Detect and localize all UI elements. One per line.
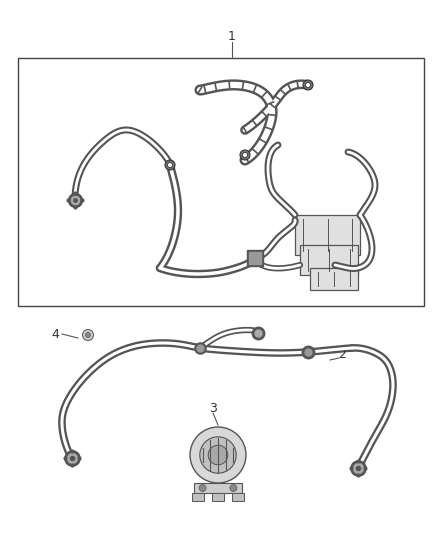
Bar xyxy=(232,493,244,501)
Circle shape xyxy=(190,427,246,483)
Bar xyxy=(192,493,205,501)
Circle shape xyxy=(199,484,206,491)
Bar xyxy=(300,245,358,275)
Text: 4: 4 xyxy=(51,327,59,341)
Bar xyxy=(18,58,424,306)
Bar xyxy=(194,483,242,493)
Circle shape xyxy=(200,437,236,473)
Circle shape xyxy=(243,152,247,157)
Circle shape xyxy=(230,484,237,491)
Bar xyxy=(295,215,360,255)
Text: 3: 3 xyxy=(209,401,217,415)
Circle shape xyxy=(167,163,173,167)
Bar xyxy=(212,493,224,501)
Circle shape xyxy=(208,445,228,465)
Circle shape xyxy=(165,160,175,170)
Circle shape xyxy=(303,80,313,90)
Text: 1: 1 xyxy=(228,29,236,43)
Circle shape xyxy=(82,329,93,341)
Bar xyxy=(310,268,358,290)
Circle shape xyxy=(85,333,91,337)
Circle shape xyxy=(305,83,311,87)
Text: 2: 2 xyxy=(338,348,346,360)
Circle shape xyxy=(240,150,250,160)
